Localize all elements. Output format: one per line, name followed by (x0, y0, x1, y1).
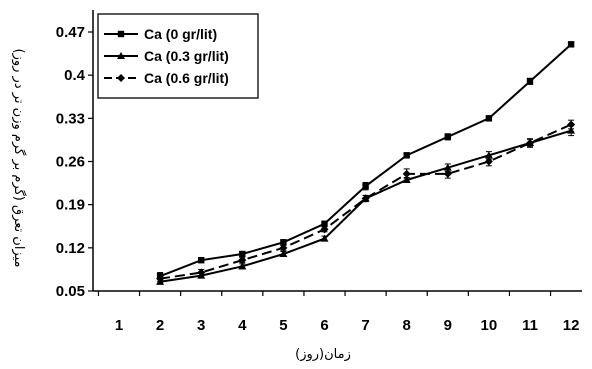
legend-item: Ca (0.6 gr/lit) (104, 70, 229, 86)
x-tick-label: 11 (522, 317, 538, 334)
data-point-diamond (117, 74, 125, 82)
series-triangle (156, 125, 576, 285)
legend-label: Ca (0.6 gr/lit) (144, 70, 229, 86)
y-tick-label: 0.12 (56, 240, 85, 257)
y-tick-label: 0.47 (56, 24, 85, 41)
x-tick-label: 10 (481, 317, 498, 334)
x-tick-label: 7 (361, 317, 369, 334)
series-diamond (156, 119, 576, 283)
y-tick-label: 0.4 (64, 67, 86, 84)
data-point-square (403, 152, 410, 159)
y-tick-label: 0.05 (56, 283, 85, 300)
data-point-diamond (279, 243, 288, 252)
data-point-triangle (443, 163, 452, 171)
x-tick-label: 2 (156, 317, 164, 334)
data-point-diamond (402, 169, 411, 178)
x-tick-label: 9 (444, 317, 452, 334)
data-point-triangle (484, 151, 493, 159)
data-point-triangle (402, 176, 411, 183)
data-point-square (198, 256, 205, 264)
data-point-diamond (484, 157, 493, 166)
x-tick-label: 5 (279, 317, 287, 334)
x-tick-group: 1 2 3 4 5 6 7 8 9 10 11 12 (97, 291, 580, 334)
series-layer (156, 41, 576, 285)
data-point-square (280, 239, 287, 246)
y-tick-group: 0.05 0.12 0.19 0.26 0.33 0.4 0.47 (56, 24, 93, 300)
data-point-square (117, 30, 125, 38)
legend: Ca (0 gr/lit) Ca (0.3 gr/lit) Ca (0.6 gr/l… (97, 13, 259, 99)
y-tick-label: 0.19 (56, 197, 85, 214)
data-point-triangle (567, 126, 576, 134)
x-tick-label: 8 (403, 317, 411, 334)
x-axis-label: زمان(روز) (295, 347, 351, 362)
data-point-diamond (320, 225, 329, 234)
x-tick-label: 1 (115, 317, 123, 334)
data-point-diamond (443, 169, 452, 178)
data-point-triangle (279, 250, 288, 257)
data-point-square (485, 115, 493, 122)
y-tick-label: 0.33 (56, 110, 85, 127)
x-tick-label: 4 (238, 317, 247, 334)
legend-label: Ca (0.3 gr/lit) (144, 48, 229, 64)
data-point-diamond (361, 194, 370, 203)
y-tick-label: 0.26 (56, 154, 85, 171)
data-point-square (567, 41, 575, 48)
data-point-diamond (567, 120, 576, 129)
legend-item: Ca (0.3 gr/lit) (104, 48, 229, 64)
data-point-diamond (156, 274, 165, 283)
data-point-square (526, 78, 534, 85)
data-point-triangle (320, 234, 329, 242)
data-point-square (239, 250, 246, 258)
data-point-diamond (238, 256, 247, 265)
data-point-square (362, 182, 369, 190)
x-tick-label: 12 (563, 317, 580, 334)
data-point-square (444, 133, 451, 141)
legend-box (97, 13, 259, 99)
x-tick-label: 3 (197, 317, 205, 334)
legend-label: Ca (0 gr/lit) (144, 26, 217, 42)
data-point-diamond (526, 139, 534, 147)
legend-item: Ca (0 gr/lit) (104, 26, 217, 42)
data-point-diamond (197, 268, 206, 277)
data-point-square (321, 220, 328, 227)
y-axis-label: میزان تعرق (گرم بر گرم وزن تر در روز) (11, 49, 27, 268)
data-point-triangle (238, 262, 247, 270)
x-tick-label: 6 (320, 317, 328, 334)
data-point-triangle (117, 52, 125, 59)
plot-area (92, 10, 582, 292)
